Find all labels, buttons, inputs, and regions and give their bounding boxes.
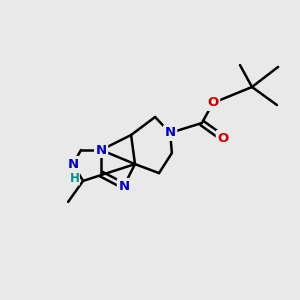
- Text: N: N: [118, 179, 130, 193]
- Text: N: N: [67, 158, 79, 171]
- Text: H: H: [70, 172, 79, 185]
- Text: N: N: [95, 143, 107, 157]
- Text: O: O: [207, 96, 219, 110]
- Text: O: O: [217, 131, 229, 145]
- Text: N: N: [164, 126, 176, 140]
